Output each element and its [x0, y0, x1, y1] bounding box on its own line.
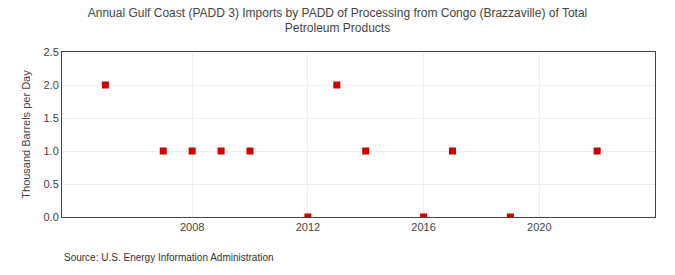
svg-text:2008: 2008	[180, 221, 204, 233]
svg-text:2016: 2016	[411, 221, 435, 233]
svg-text:1.5: 1.5	[44, 112, 59, 124]
svg-text:2.5: 2.5	[44, 46, 59, 58]
svg-text:Annual Gulf Coast (PADD 3) Imp: Annual Gulf Coast (PADD 3) Imports by PA…	[88, 6, 588, 36]
svg-text:1.0: 1.0	[44, 145, 59, 157]
svg-text:0.0: 0.0	[44, 211, 59, 223]
svg-text:2.0: 2.0	[44, 79, 59, 91]
svg-text:0.5: 0.5	[44, 178, 59, 190]
svg-text:Thousand Barrels per Day: Thousand Barrels per Day	[20, 70, 32, 199]
svg-text:Source: U.S. Energy Informatio: Source: U.S. Energy Information Administ…	[64, 252, 274, 263]
svg-text:2020: 2020	[527, 221, 551, 233]
svg-text:2012: 2012	[296, 221, 320, 233]
